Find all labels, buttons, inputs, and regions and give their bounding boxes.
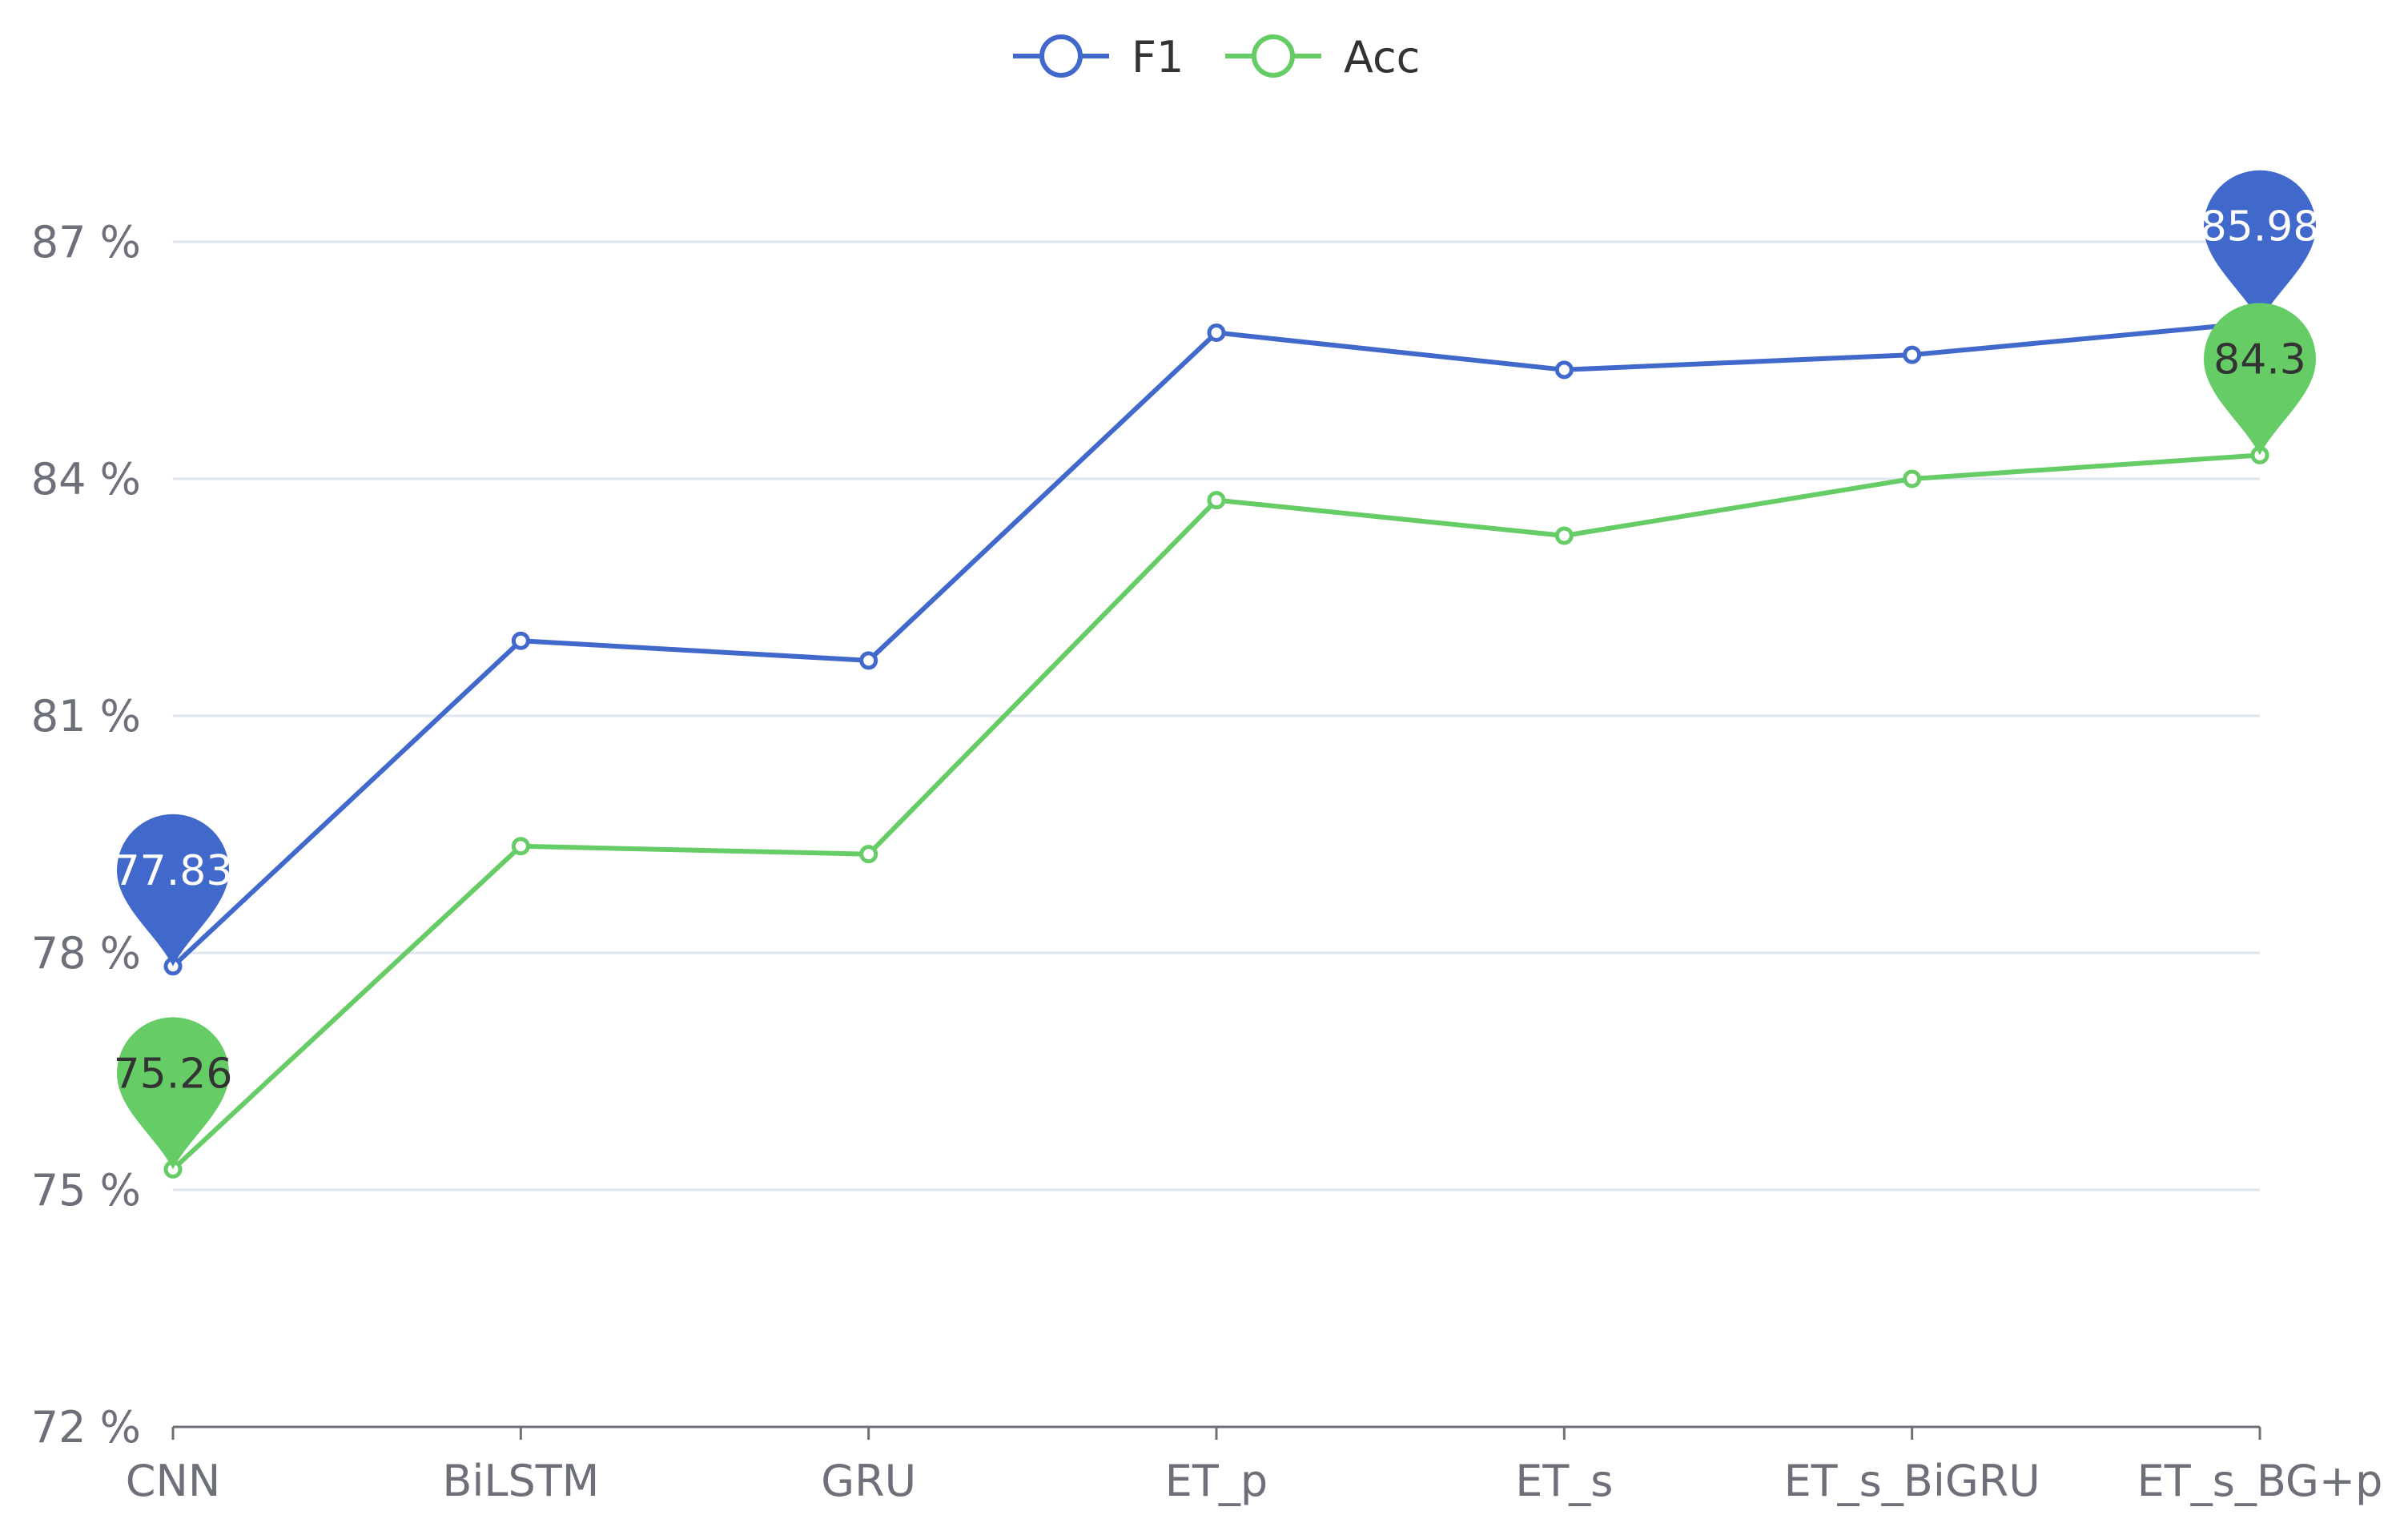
y-tick-label: 84 % — [31, 454, 141, 504]
y-tick-label: 75 % — [31, 1165, 141, 1216]
data-point[interactable] — [1903, 469, 1922, 488]
y-tick-label: 81 % — [31, 691, 141, 741]
x-tick-label: ET_p — [1165, 1456, 1268, 1506]
series-layer — [163, 313, 2269, 1179]
legend[interactable]: F1 Acc — [1013, 32, 1420, 82]
gridlines — [173, 240, 2260, 1191]
x-tick-label: GRU — [821, 1456, 916, 1506]
marker-pin: 84.3 — [2204, 303, 2316, 456]
data-point[interactable] — [511, 837, 530, 856]
legend-circle-icon — [1039, 34, 1083, 78]
marker-pins: 77.83 85.98 75.26 84.3 — [114, 170, 2320, 1170]
data-point[interactable] — [859, 845, 878, 864]
x-tick-label: ET_s — [1515, 1456, 1613, 1506]
data-point[interactable] — [1903, 345, 1922, 364]
marker-pin: 75.26 — [114, 1017, 233, 1170]
x-tick-label: CNN — [126, 1456, 221, 1506]
marker-pin: 77.83 — [114, 814, 233, 966]
pin-label: 85.98 — [2201, 203, 2320, 251]
pin-label: 77.83 — [114, 847, 233, 895]
marker-pin: 85.98 — [2201, 170, 2320, 323]
series-f1 — [163, 313, 2269, 976]
data-point[interactable] — [1554, 526, 1574, 545]
x-tick-label: ET_s_BG+p — [2137, 1456, 2383, 1506]
pin-label: 84.3 — [2213, 336, 2306, 384]
legend-label: F1 — [1132, 32, 1184, 82]
series-acc — [163, 445, 2269, 1179]
data-point[interactable] — [859, 651, 878, 670]
legend-item-acc[interactable]: Acc — [1225, 32, 1420, 82]
y-tick-label: 87 % — [31, 217, 141, 267]
data-point[interactable] — [1207, 491, 1226, 510]
series-line — [171, 319, 2261, 968]
pin-label: 75.26 — [114, 1050, 233, 1098]
data-point[interactable] — [1207, 323, 1226, 342]
pin-shape — [2204, 170, 2316, 323]
data-point[interactable] — [511, 631, 530, 650]
x-tick-label: BiLSTM — [442, 1456, 599, 1506]
x-tick-label: ET_s_BiGRU — [1784, 1456, 2040, 1506]
legend-label: Acc — [1344, 32, 1420, 82]
x-axis: CNN BiLSTM GRU ET_p ET_s ET_s_BiGRU ET_s_BG+p — [126, 1425, 2383, 1506]
pin-shape — [117, 814, 229, 966]
y-tick-label: 78 % — [31, 928, 141, 978]
series-line — [171, 452, 2261, 1171]
pin-shape — [2204, 303, 2316, 456]
legend-item-f1[interactable]: F1 — [1013, 32, 1184, 82]
y-tick-label: 72 % — [31, 1402, 141, 1453]
data-point[interactable] — [1554, 360, 1574, 380]
y-axis: 72 % 75 % 78 % 81 % 84 % 87 % — [31, 217, 141, 1453]
legend-circle-icon — [1252, 34, 1295, 78]
pin-shape — [117, 1017, 229, 1170]
